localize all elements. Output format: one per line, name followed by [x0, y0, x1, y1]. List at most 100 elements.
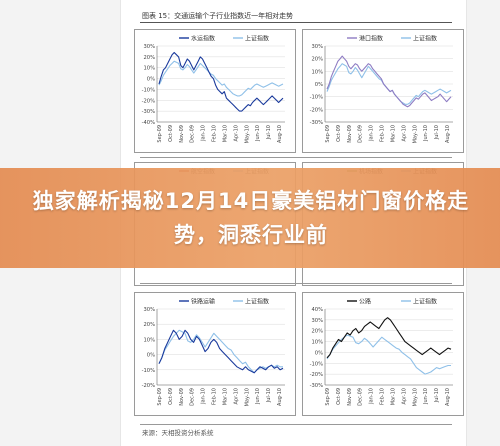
y-tick-label: 0%: [315, 350, 323, 356]
y-tick-label: 20%: [311, 57, 323, 63]
y-tick-label: 0%: [147, 353, 155, 359]
y-tick-label: 20%: [143, 322, 155, 328]
y-tick-label: -20%: [310, 107, 323, 113]
headline-text: 独家解析揭秘12月14日豪美铝材门窗价格走势，洞悉行业前: [32, 189, 470, 247]
legend-label: 水运指数: [191, 35, 215, 43]
x-tick-label: Jan-10: [369, 125, 375, 142]
chart-panel-6: 公路 上证指数 40% 30% 20% 10% 0% -10% -20% -30% Sep-09 Oc…: [302, 292, 464, 416]
y-tick-label: 30%: [143, 307, 155, 313]
chart-1-svg: 水运指数 上证指数 30% 20% 10% 0% -10% -20% -30% -40%Sep-0…: [142, 35, 285, 143]
series-line-sector: [326, 317, 452, 359]
title-rule: [140, 22, 452, 23]
y-tick-label: -30%: [142, 109, 155, 115]
y-tick-label: 30%: [311, 44, 323, 50]
x-tick-label: Nov-09: [347, 388, 353, 406]
x-tick-label: Aug-10: [445, 125, 451, 143]
series-line-sector: [326, 55, 452, 108]
x-tick-label: Jun-10: [423, 125, 429, 142]
x-tick-label: Dec-09: [190, 388, 196, 406]
x-tick-label: Oct-09: [336, 388, 342, 405]
x-tick-label: Apr-10: [401, 388, 407, 405]
x-tick-label: Apr-10: [233, 388, 239, 405]
x-tick-label: Oct-09: [336, 125, 342, 142]
x-tick-label: Sep-09: [325, 125, 331, 143]
y-tick-label: -40%: [142, 120, 155, 126]
y-tick-label: -10%: [310, 361, 323, 367]
chart-panel-5: 铁路运输 上证指数 30% 20% 10% 0% -10% -20% Sep-09 Oct-09 N…: [134, 292, 296, 416]
x-tick-label: Apr-10: [233, 125, 239, 142]
series-line-benchmark: [158, 60, 284, 97]
x-tick-label: Aug-10: [277, 388, 283, 406]
source-note: 来源：天相投资分析系统: [142, 429, 214, 437]
x-tick-label: Sep-09: [325, 388, 331, 406]
x-tick-label: Sep-09: [157, 125, 163, 143]
legend-label: 上证指数: [413, 298, 437, 306]
x-tick-label: Jun-10: [423, 388, 429, 405]
x-tick-label: Nov-09: [347, 125, 353, 143]
series-line-sector: [158, 329, 284, 374]
headline-banner: [0, 168, 500, 268]
divider-b: [140, 283, 452, 284]
chart-1-legend: 水运指数 上证指数: [179, 35, 269, 43]
x-tick-label: Oct-09: [168, 388, 174, 405]
x-tick-label: May-10: [244, 388, 250, 406]
x-tick-label: Aug-10: [277, 125, 283, 143]
y-tick-label: -20%: [142, 383, 155, 389]
x-tick-label: Nov-09: [179, 388, 185, 406]
legend-label: 铁路运输: [191, 298, 215, 306]
legend-label: 港口指数: [359, 35, 383, 43]
y-tick-label: 10%: [143, 66, 155, 72]
y-tick-label: -10%: [310, 95, 323, 101]
x-tick-label: Jan-10: [369, 388, 375, 405]
figure-title: 图表 15：交通运输个子行业指数近一年相对走势: [142, 12, 294, 20]
y-tick-label: -20%: [310, 372, 323, 378]
x-tick-label: May-10: [412, 125, 418, 143]
series-line-benchmark: [326, 334, 451, 375]
y-tick-label: 0%: [147, 77, 155, 83]
chart-panel-2: 港口指数 上证指数 30% 20% 10% 0% -10% -20% -30% Sep-09 Oct…: [302, 29, 464, 153]
x-tick-label: Jul-10: [266, 125, 272, 140]
x-tick-label: Feb-10: [212, 388, 218, 405]
source-rule: [140, 424, 452, 425]
chart-panel-1: 水运指数 上证指数 30% 20% 10% 0% -10% -20% -30% -40% Sep-0…: [134, 29, 296, 153]
x-tick-label: Feb-10: [380, 388, 386, 405]
x-tick-label: Sep-09: [157, 388, 163, 406]
x-tick-label: Jan-10: [201, 125, 207, 142]
series-line-sector: [158, 51, 284, 112]
x-tick-label: Mar-10: [390, 388, 396, 405]
y-tick-label: 0%: [315, 82, 323, 88]
legend-label: 公路: [359, 298, 371, 306]
x-tick-label: Apr-10: [401, 125, 407, 142]
chart-2-legend: 港口指数 上证指数: [347, 35, 437, 43]
x-tick-label: Nov-09: [179, 125, 185, 143]
x-tick-label: Mar-10: [390, 125, 396, 142]
y-tick-label: 30%: [311, 318, 323, 324]
x-tick-label: Jun-10: [255, 388, 261, 405]
x-tick-label: Jun-10: [255, 125, 261, 142]
x-tick-label: Jul-10: [434, 125, 440, 140]
chart-6-legend: 公路 上证指数: [347, 298, 437, 306]
y-tick-label: 20%: [311, 329, 323, 335]
divider-a: [140, 157, 452, 158]
x-tick-label: Mar-10: [222, 388, 228, 405]
chart-5-legend: 铁路运输 上证指数: [179, 298, 269, 306]
x-tick-label: May-10: [412, 388, 418, 406]
x-tick-label: Aug-10: [445, 388, 451, 406]
y-tick-label: 10%: [311, 340, 323, 346]
y-tick-label: 30%: [143, 44, 155, 50]
y-tick-label: -10%: [142, 87, 155, 93]
legend-label: 上证指数: [245, 35, 269, 43]
series-line-benchmark: [158, 329, 283, 374]
chart-5-svg: 铁路运输 上证指数 30% 20% 10% 0% -10% -20%Sep-09 Oct-09 N…: [142, 298, 285, 406]
x-tick-label: Jul-10: [266, 388, 272, 403]
chart-6-svg: 公路 上证指数 40% 30% 20% 10% 0% -10% -20% -30%Sep-09 Oc…: [310, 298, 453, 406]
y-tick-label: 10%: [143, 337, 155, 343]
legend-label: 上证指数: [245, 298, 269, 306]
y-tick-label: -20%: [142, 98, 155, 104]
x-tick-label: Oct-09: [168, 125, 174, 142]
legend-label: 上证指数: [413, 35, 437, 43]
y-tick-label: 20%: [143, 55, 155, 61]
x-tick-label: Dec-09: [358, 125, 364, 143]
x-tick-label: Dec-09: [190, 125, 196, 143]
x-tick-label: Mar-10: [222, 125, 228, 142]
